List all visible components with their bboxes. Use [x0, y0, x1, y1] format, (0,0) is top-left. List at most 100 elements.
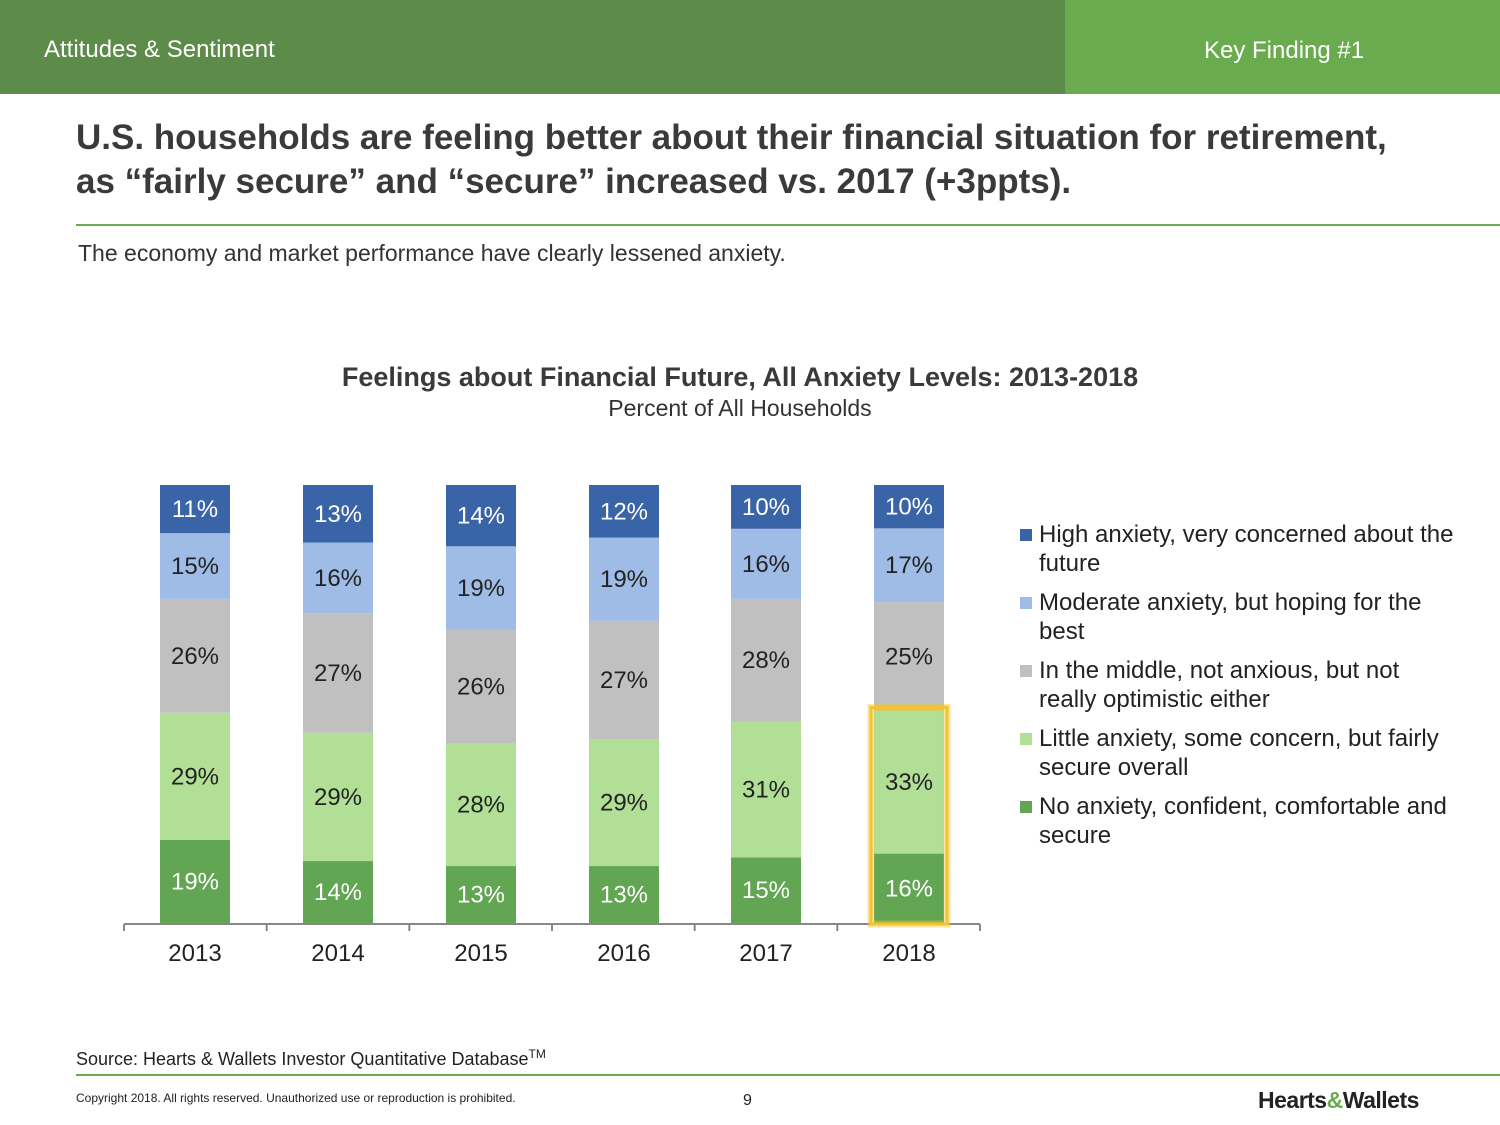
source-note: Source: Hearts & Wallets Investor Quanti… — [76, 1047, 546, 1070]
legend-label: High anxiety, very concerned about the f… — [1039, 521, 1454, 577]
bar-segment — [160, 839, 230, 923]
bar-segment — [874, 853, 944, 923]
bar-value-label: 29% — [314, 784, 362, 811]
x-tick-label: 2017 — [739, 940, 792, 967]
bar-segment — [303, 732, 373, 862]
bar-value-label: 28% — [742, 647, 790, 674]
bottom-divider — [76, 1074, 1500, 1076]
legend-item: In the middle, not anxious, but not real… — [1020, 656, 1460, 714]
bar-segment — [303, 861, 373, 923]
bar-value-label: 29% — [171, 763, 219, 790]
legend-label: Little anxiety, some concern, but fairly… — [1039, 725, 1439, 781]
bar-segment — [874, 602, 944, 711]
x-tick-label: 2013 — [168, 940, 221, 967]
bar-segment — [589, 537, 659, 621]
bar-value-label: 33% — [885, 769, 933, 796]
legend-item: Moderate anxiety, but hoping for the bes… — [1020, 588, 1460, 646]
bar-value-label: 16% — [885, 875, 933, 902]
bar-value-label: 19% — [171, 868, 219, 895]
bar-segment — [874, 485, 944, 529]
legend-swatch — [1020, 665, 1032, 677]
bar-value-label: 13% — [457, 882, 505, 909]
bar-value-label: 28% — [457, 792, 505, 819]
bar-value-label: 31% — [742, 776, 790, 803]
bar-segment — [874, 710, 944, 854]
bar-segment — [446, 546, 516, 630]
chart-subtitle: Percent of All Households — [608, 395, 872, 421]
legend-label: Moderate anxiety, but hoping for the bes… — [1039, 589, 1422, 645]
legend-swatch — [1020, 529, 1032, 541]
bar-value-label: 26% — [171, 643, 219, 670]
bar-value-label: 19% — [600, 566, 648, 593]
bar-value-label: 27% — [600, 667, 648, 694]
legend-swatch — [1020, 733, 1032, 745]
bar-value-label: 13% — [600, 882, 648, 909]
bar-segment — [303, 613, 373, 733]
bar-segment — [731, 528, 801, 599]
header-bar-left — [0, 0, 1065, 94]
bar-segment — [589, 866, 659, 923]
bar-segment — [874, 528, 944, 603]
legend-item: High anxiety, very concerned about the f… — [1020, 520, 1460, 578]
legend-item: No anxiety, confident, comfortable and s… — [1020, 792, 1460, 850]
bar-segment — [446, 866, 516, 923]
key-finding-label: Key Finding #1 — [1204, 37, 1365, 64]
bar-value-label: 29% — [600, 790, 648, 817]
bar-segment — [446, 629, 516, 744]
x-tick-label: 2016 — [597, 940, 650, 967]
bar-segment — [731, 857, 801, 923]
page-number: 9 — [743, 1092, 752, 1109]
top-divider — [76, 224, 1500, 226]
x-tick-label: 2015 — [454, 940, 507, 967]
legend-swatch — [1020, 801, 1032, 813]
bar-segment — [160, 485, 230, 534]
bar-value-label: 15% — [171, 553, 219, 580]
bar-segment — [731, 598, 801, 722]
highlight-box — [869, 706, 949, 926]
section-title: Attitudes & Sentiment — [44, 36, 275, 63]
x-tick-label: 2018 — [882, 940, 935, 967]
brand-word-hearts: Hearts — [1258, 1087, 1327, 1113]
bar-value-label: 13% — [314, 501, 362, 528]
brand-word-wallets: Wallets — [1342, 1087, 1420, 1113]
legend-label: No anxiety, confident, comfortable and s… — [1039, 793, 1447, 849]
bar-segment — [731, 721, 801, 858]
bar-segment — [160, 598, 230, 713]
chart-title: Feelings about Financial Future, All Anx… — [341, 362, 1139, 392]
bar-value-label: 16% — [314, 565, 362, 592]
bar-value-label: 10% — [885, 494, 933, 521]
bar-segment — [160, 533, 230, 599]
bar-segment — [446, 743, 516, 867]
x-tick-label: 2014 — [311, 940, 364, 967]
bar-value-label: 19% — [457, 575, 505, 602]
page-headline: U.S. households are feeling better about… — [76, 118, 1387, 201]
brand-ampersand: & — [1326, 1087, 1344, 1113]
bar-segment — [589, 739, 659, 867]
legend-label: In the middle, not anxious, but not real… — [1039, 657, 1400, 713]
bar-value-label: 15% — [742, 877, 790, 904]
bar-segment — [589, 620, 659, 740]
legend-swatch — [1020, 597, 1032, 609]
bar-segment — [160, 712, 230, 840]
bar-value-label: 25% — [885, 643, 933, 670]
bar-value-label: 14% — [314, 879, 362, 906]
chart-legend: High anxiety, very concerned about the f… — [1020, 520, 1460, 860]
bar-segment — [303, 485, 373, 543]
page-subline: The economy and market performance have … — [78, 240, 786, 266]
trademark-mark: TM — [528, 1047, 546, 1061]
legend-item: Little anxiety, some concern, but fairly… — [1020, 724, 1460, 782]
bar-segment — [446, 485, 516, 547]
source-text: Source: Hearts & Wallets Investor Quanti… — [76, 1049, 529, 1069]
copyright-notice: Copyright 2018. All rights reserved. Una… — [76, 1091, 516, 1105]
bar-value-label: 14% — [457, 503, 505, 530]
bar-value-label: 12% — [600, 498, 648, 525]
bar-value-label: 16% — [742, 551, 790, 578]
bar-value-label: 27% — [314, 660, 362, 687]
bar-value-label: 11% — [172, 496, 218, 523]
bar-value-label: 17% — [885, 552, 933, 579]
header-bar-right — [1065, 0, 1500, 94]
bar-segment — [731, 485, 801, 529]
brand-logo: Hearts&Wallets — [1258, 1087, 1419, 1114]
bar-segment — [303, 542, 373, 614]
